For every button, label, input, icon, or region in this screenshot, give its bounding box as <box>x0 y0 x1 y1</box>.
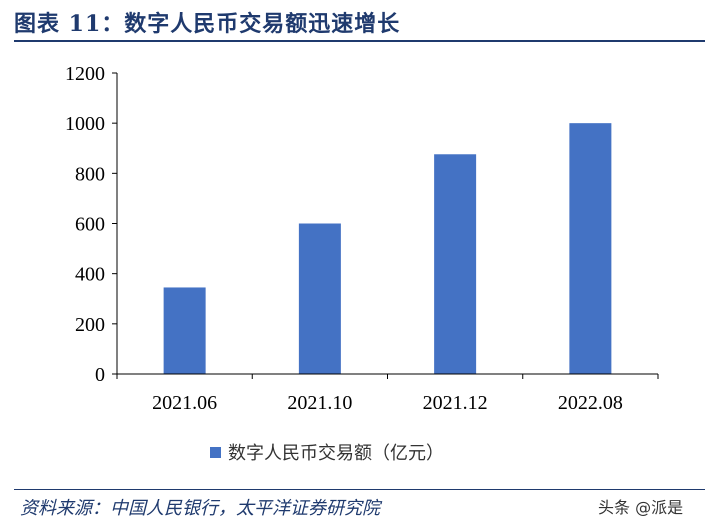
watermark: 头条 @派是 <box>598 498 684 517</box>
bar-2021.12 <box>434 154 477 374</box>
y-tick-label: 200 <box>75 314 105 336</box>
legend: 数字人民币交易额（亿元） <box>210 443 444 464</box>
bar-2021.10 <box>298 223 341 374</box>
legend-swatch <box>210 447 221 458</box>
y-tick-label: 400 <box>75 264 105 286</box>
y-tick-label: 1200 <box>65 63 105 85</box>
title-divider <box>14 40 705 42</box>
y-axis-ticks: 0 200 400 600 800 1000 1200 <box>65 63 117 386</box>
y-tick-label: 0 <box>95 364 105 386</box>
y-tick-label: 600 <box>75 214 105 236</box>
x-axis-ticks: 2021.06 2021.10 2021.12 2022.08 <box>116 374 659 414</box>
x-tick-label: 2021.10 <box>287 392 352 414</box>
source-note: 资料来源：中国人民银行，太平洋证券研究院 <box>20 498 380 519</box>
y-tick-label: 800 <box>75 163 105 185</box>
bar-2022.08 <box>569 123 612 375</box>
x-tick-label: 2021.06 <box>152 392 217 414</box>
y-tick-label: 1000 <box>65 113 105 135</box>
source-divider <box>14 489 705 490</box>
x-tick-label: 2022.08 <box>558 392 623 414</box>
watermark-backdrop <box>592 490 700 520</box>
bars <box>163 123 612 375</box>
x-tick-label: 2021.12 <box>423 392 488 414</box>
chart-title: 图表 11：数字人民币交易额迅速增长 <box>14 11 401 37</box>
bar-2021.06 <box>163 287 206 374</box>
legend-label: 数字人民币交易额（亿元） <box>228 443 444 464</box>
